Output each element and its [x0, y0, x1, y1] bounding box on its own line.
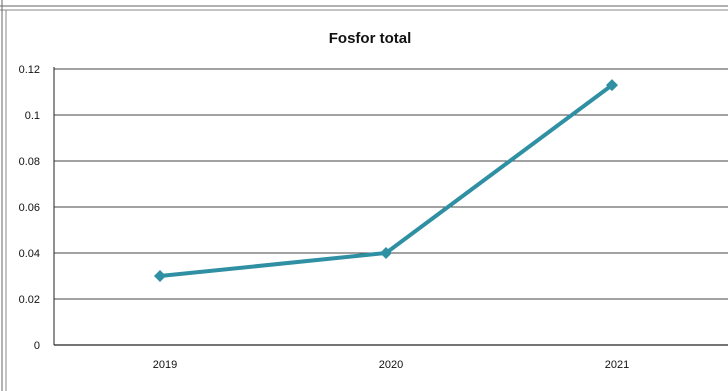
chart-title: Fosfor total [329, 30, 412, 47]
y-tick-label: 0 [34, 340, 40, 352]
x-axis-ticks: 2019 2020 2021 [153, 359, 629, 371]
data-point-marker [606, 79, 618, 92]
y-tick-label: 0.08 [19, 156, 40, 168]
y-tick-label: 0.1 [25, 110, 40, 122]
y-tick-label: 0.04 [19, 248, 40, 260]
y-tick-label: 0.06 [19, 202, 40, 214]
series-markers [154, 79, 618, 282]
y-tick-label: 0.02 [19, 294, 40, 306]
y-tick-label: 0.12 [19, 64, 40, 76]
data-point-marker [154, 270, 166, 282]
grid-lines [54, 68, 728, 300]
x-tick-label: 2021 [605, 359, 629, 371]
x-tick-label: 2020 [379, 359, 403, 371]
x-tick-label: 2019 [153, 359, 177, 371]
data-point-marker [380, 247, 392, 259]
y-axis-ticks: 0 0.02 0.04 0.06 0.08 0.1 0.12 [19, 64, 40, 352]
